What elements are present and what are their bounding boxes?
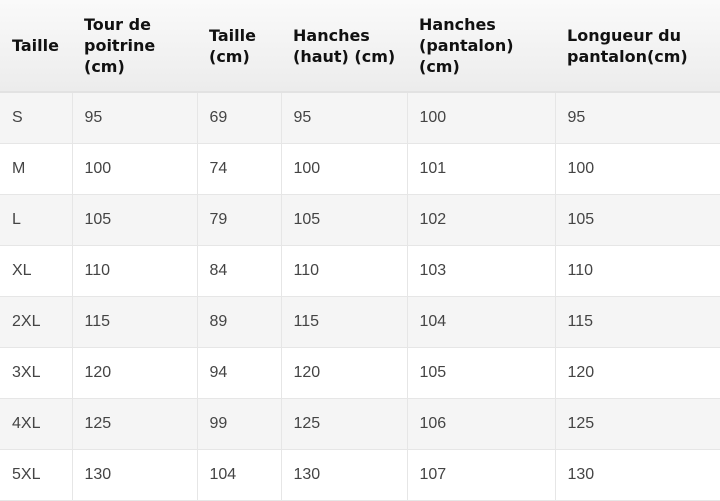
table-cell: 130 [71, 449, 198, 501]
table-row: L 105 79 105 102 105 [0, 194, 720, 246]
table-row: 3XL 120 94 120 105 120 [0, 347, 720, 399]
table-row: S 95 69 95 100 95 [0, 92, 720, 144]
table-row: 2XL 115 89 115 104 115 [0, 296, 720, 348]
table-cell: 110 [71, 245, 198, 297]
table-cell: 104 [196, 449, 282, 501]
table-cell: 105 [554, 194, 720, 246]
table-cell: 105 [280, 194, 408, 246]
table-cell: 5XL [0, 449, 73, 501]
table-row: XL 110 84 110 103 110 [0, 245, 720, 297]
table-cell: 125 [554, 398, 720, 450]
table-cell: XL [0, 245, 73, 297]
table-cell: M [0, 143, 73, 195]
table-cell: 115 [554, 296, 720, 348]
table-cell: 2XL [0, 296, 73, 348]
table-cell: 125 [280, 398, 408, 450]
table-cell: 105 [71, 194, 198, 246]
table-cell: 115 [280, 296, 408, 348]
table-cell: 84 [196, 245, 282, 297]
table-row: M 100 74 100 101 100 [0, 143, 720, 195]
column-header: Taille [0, 0, 72, 93]
table-cell: L [0, 194, 73, 246]
table-cell: 104 [406, 296, 556, 348]
table-cell: 94 [196, 347, 282, 399]
header-row: Taille Tour de poitrine (cm) Taille (cm) Ha… [0, 0, 720, 93]
table-cell: 95 [554, 92, 720, 144]
table-cell: 100 [71, 143, 198, 195]
table-cell: 120 [554, 347, 720, 399]
table-cell: 110 [280, 245, 408, 297]
table-cell: 107 [406, 449, 556, 501]
column-header: Longueur du pantalon(cm) [555, 0, 720, 93]
table-cell: 89 [196, 296, 282, 348]
column-header: Taille (cm) [197, 0, 281, 93]
table-cell: 69 [196, 92, 282, 144]
table-row: 5XL 130 104 130 107 130 [0, 449, 720, 501]
table-cell: 103 [406, 245, 556, 297]
table-cell: 120 [71, 347, 198, 399]
table-cell: 120 [280, 347, 408, 399]
table-cell: 3XL [0, 347, 73, 399]
table-cell: 101 [406, 143, 556, 195]
table-cell: 110 [554, 245, 720, 297]
table-cell: 125 [71, 398, 198, 450]
table-cell: 105 [406, 347, 556, 399]
table-cell: 95 [280, 92, 408, 144]
table-cell: 130 [554, 449, 720, 501]
table-cell: 106 [406, 398, 556, 450]
column-header: Hanches (pantalon) (cm) [407, 0, 555, 93]
table-cell: S [0, 92, 73, 144]
table-cell: 130 [280, 449, 408, 501]
table-cell: 102 [406, 194, 556, 246]
table-cell: 95 [71, 92, 198, 144]
table-cell: 100 [406, 92, 556, 144]
table-cell: 99 [196, 398, 282, 450]
table-cell: 115 [71, 296, 198, 348]
table-cell: 74 [196, 143, 282, 195]
column-header: Tour de poitrine (cm) [72, 0, 197, 93]
table-cell: 79 [196, 194, 282, 246]
table-cell: 100 [280, 143, 408, 195]
column-header: Hanches (haut) (cm) [281, 0, 407, 93]
table-row: 4XL 125 99 125 106 125 [0, 398, 720, 450]
table-cell: 4XL [0, 398, 73, 450]
table-cell: 100 [554, 143, 720, 195]
